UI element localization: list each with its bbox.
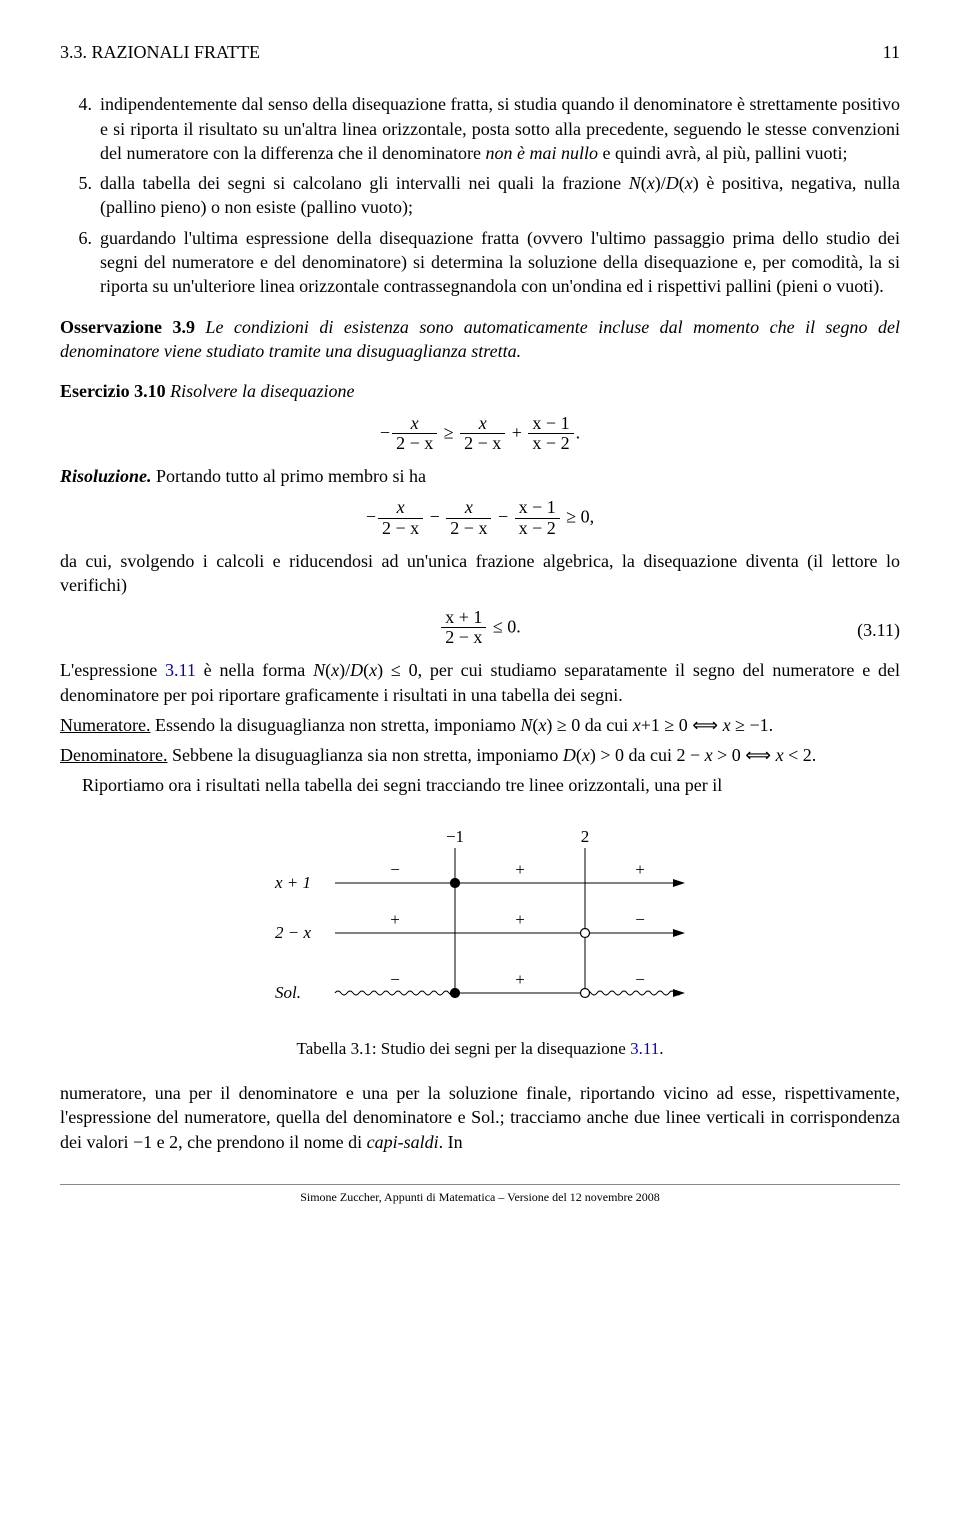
svg-text:−: −	[390, 860, 400, 879]
list-number: 5.	[60, 171, 100, 220]
list-text: indipendentemente dal senso della disequ…	[100, 92, 900, 165]
resolution: Risoluzione. Portando tutto al primo mem…	[60, 464, 900, 488]
exercise: Esercizio 3.10 Risolvere la disequazione	[60, 379, 900, 403]
res-label: Risoluzione.	[60, 466, 152, 486]
res-text: Portando tutto al primo membro si ha	[156, 466, 426, 486]
page-footer: Simone Zuccher, Appunti di Matematica – …	[60, 1184, 900, 1205]
ref-link[interactable]: 3.11	[165, 660, 196, 680]
svg-text:2: 2	[581, 828, 590, 846]
num-label: Numeratore.	[60, 715, 150, 735]
svg-text:−: −	[635, 910, 645, 929]
paragraph: Riportiamo ora i risultati nella tabella…	[60, 773, 900, 797]
numerator-line: Numeratore. Essendo la disuguaglianza no…	[60, 713, 900, 737]
list-number: 6.	[60, 226, 100, 299]
equation-2: −x2 − x − x2 − x − x − 1x − 2 ≥ 0,	[60, 498, 900, 539]
list-text: guardando l'ultima espressione della dis…	[100, 226, 900, 299]
list-number: 4.	[60, 92, 100, 165]
ex-text: Risolvere la disequazione	[170, 381, 354, 401]
equation-number: (3.11)	[857, 618, 900, 642]
obs-label: Osservazione 3.9	[60, 317, 195, 337]
paragraph: da cui, svolgendo i calcoli e riducendos…	[60, 549, 900, 598]
page-number: 11	[883, 40, 900, 64]
emphasis: non è mai nullo	[486, 143, 599, 163]
observation: Osservazione 3.9 Le condizioni di esiste…	[60, 315, 900, 364]
equation-3: x + 12 − x ≤ 0. (3.11)	[60, 608, 900, 649]
list-item: 4. indipendentemente dal senso della dis…	[60, 92, 900, 165]
list-text: dalla tabella dei segni si calcolano gli…	[100, 171, 900, 220]
equation-1: −x2 − x ≥ x2 − x + x − 1x − 2.	[60, 414, 900, 455]
svg-text:+: +	[390, 910, 400, 929]
header-section: 3.3. RAZIONALI FRATTE	[60, 40, 260, 64]
svg-text:−1: −1	[446, 828, 464, 846]
svg-text:−: −	[390, 970, 400, 989]
sign-table-diagram: −1 2 x + 1 − + +2 − x + + − Sol. − + −	[255, 828, 705, 1024]
list-item: 6. guardando l'ultima espressione della …	[60, 226, 900, 299]
svg-text:+: +	[515, 970, 525, 989]
denominator-line: Denominatore. Sebbene la disuguaglianza …	[60, 743, 900, 767]
svg-text:+: +	[635, 860, 645, 879]
table-caption: Tabella 3.1: Studio dei segni per la dis…	[60, 1038, 900, 1061]
ex-label: Esercizio 3.10	[60, 381, 166, 401]
ref-link[interactable]: 3.11	[630, 1039, 659, 1058]
paragraph: L'espressione 3.11 è nella forma N(x)/D(…	[60, 658, 900, 707]
page-header: 3.3. RAZIONALI FRATTE 11	[60, 40, 900, 64]
paragraph: numeratore, una per il denominatore e un…	[60, 1081, 900, 1154]
emphasis: capi-saldi	[367, 1132, 439, 1152]
svg-text:2 − x: 2 − x	[275, 923, 311, 942]
den-label: Denominatore.	[60, 745, 167, 765]
svg-text:−: −	[635, 970, 645, 989]
list-item: 5. dalla tabella dei segni si calcolano …	[60, 171, 900, 220]
svg-text:Sol.: Sol.	[275, 983, 301, 1002]
svg-text:x + 1: x + 1	[274, 873, 311, 892]
svg-text:+: +	[515, 910, 525, 929]
svg-text:+: +	[515, 860, 525, 879]
